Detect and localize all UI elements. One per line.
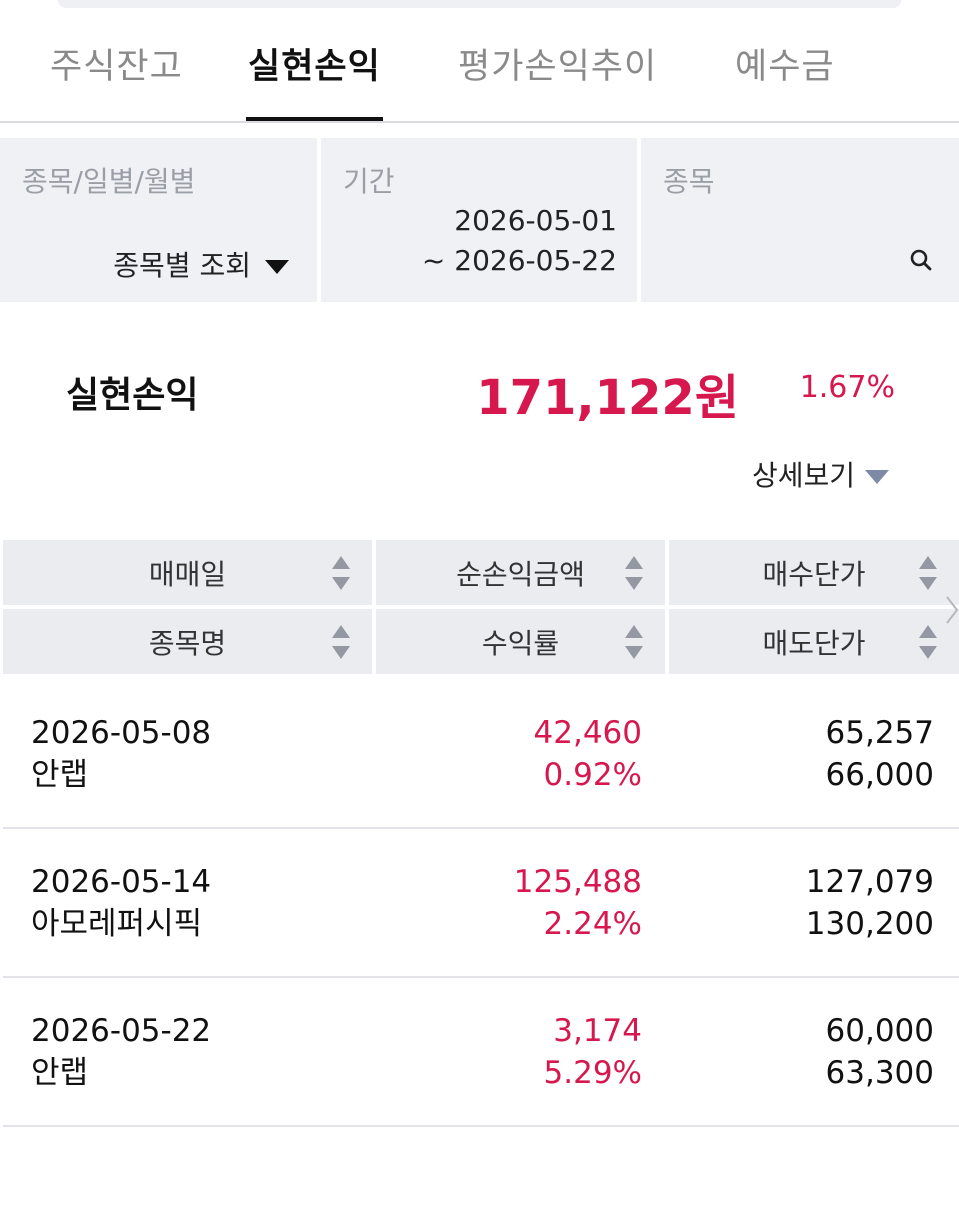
summary-amount: 171,122원 bbox=[476, 370, 739, 426]
header-label: 종목명 bbox=[148, 626, 227, 660]
active-tab-indicator bbox=[246, 117, 383, 123]
buy-price: 127,079 bbox=[805, 864, 934, 900]
stock-filter[interactable]: 종목 bbox=[641, 138, 959, 302]
detail-toggle-button[interactable]: 상세보기 bbox=[752, 454, 889, 494]
chevron-right-icon[interactable] bbox=[945, 595, 959, 625]
sort-icon bbox=[919, 556, 937, 590]
table-row[interactable]: 2026-05-14 아모레퍼시픽 125,488 2.24% 127,079 … bbox=[3, 828, 959, 978]
tabs-divider bbox=[0, 121, 959, 123]
stock-name: 아모레퍼시픽 bbox=[31, 906, 203, 942]
tab-deposit[interactable]: 예수금 bbox=[735, 47, 835, 87]
header-label: 수익률 bbox=[481, 626, 560, 660]
caret-down-icon bbox=[265, 260, 289, 274]
sort-header-trade-date[interactable]: 매매일 bbox=[3, 540, 372, 605]
caret-down-icon bbox=[865, 470, 889, 484]
summary-rate: 1.67% bbox=[799, 370, 895, 405]
view-type-label: 종목/일별/월별 bbox=[22, 165, 196, 198]
sort-header-net-profit[interactable]: 순손익금액 bbox=[376, 540, 665, 605]
sort-header-return-rate[interactable]: 수익률 bbox=[376, 609, 665, 674]
return-rate: 0.92% bbox=[543, 757, 642, 793]
summary-label: 실현손익 bbox=[66, 375, 199, 416]
buy-price: 65,257 bbox=[825, 715, 934, 751]
view-type-select[interactable]: 종목별 조회 bbox=[113, 244, 289, 284]
period-label: 기간 bbox=[343, 165, 395, 198]
header-label: 매수단가 bbox=[762, 557, 866, 591]
filter-bar: 종목/일별/월별 종목별 조회 기간 2026-05-01 ~ 2026-05-… bbox=[0, 138, 959, 302]
stock-label: 종목 bbox=[663, 165, 715, 198]
net-profit: 42,460 bbox=[533, 715, 642, 751]
detail-toggle-label: 상세보기 bbox=[751, 459, 855, 492]
header-label: 매매일 bbox=[148, 557, 227, 591]
search-icon[interactable] bbox=[909, 248, 933, 272]
view-type-value: 종목별 조회 bbox=[113, 249, 251, 282]
stock-name: 안랩 bbox=[31, 757, 89, 793]
header-label: 매도단가 bbox=[762, 626, 866, 660]
top-search-bar-edge bbox=[58, 0, 901, 8]
table-header: 매매일 순손익금액 매수단가 종목명 수익률 매도단가 bbox=[3, 540, 959, 677]
period-end: ~ 2026-05-22 bbox=[421, 244, 617, 277]
sell-price: 130,200 bbox=[805, 906, 934, 942]
period-filter[interactable]: 기간 2026-05-01 ~ 2026-05-22 bbox=[321, 138, 637, 302]
tab-bar: 주식잔고 실현손익 평가손익추이 예수금 bbox=[0, 0, 959, 124]
sort-header-buy-price[interactable]: 매수단가 bbox=[669, 540, 959, 605]
sell-price: 66,000 bbox=[825, 757, 934, 793]
sort-icon bbox=[625, 625, 643, 659]
return-rate: 5.29% bbox=[543, 1055, 642, 1091]
tab-valuation-trend[interactable]: 평가손익추이 bbox=[458, 47, 658, 87]
table-row[interactable]: 2026-05-22 안랩 3,174 5.29% 60,000 63,300 bbox=[3, 977, 959, 1127]
sort-header-sell-price[interactable]: 매도단가 bbox=[669, 609, 959, 674]
period-start: 2026-05-01 bbox=[454, 204, 617, 237]
net-profit: 125,488 bbox=[513, 864, 642, 900]
stock-name: 안랩 bbox=[31, 1055, 89, 1091]
return-rate: 2.24% bbox=[543, 906, 642, 942]
tab-stock-balance[interactable]: 주식잔고 bbox=[50, 47, 183, 87]
trade-date: 2026-05-22 bbox=[31, 1013, 212, 1049]
sort-icon bbox=[625, 556, 643, 590]
trade-date: 2026-05-14 bbox=[31, 864, 212, 900]
sort-header-stock-name[interactable]: 종목명 bbox=[3, 609, 372, 674]
sort-icon bbox=[919, 625, 937, 659]
sort-icon bbox=[332, 556, 350, 590]
net-profit: 3,174 bbox=[553, 1013, 642, 1049]
buy-price: 60,000 bbox=[825, 1013, 934, 1049]
table-row[interactable]: 2026-05-08 안랩 42,460 0.92% 65,257 66,000 bbox=[3, 679, 959, 829]
sell-price: 63,300 bbox=[825, 1055, 934, 1091]
view-type-filter[interactable]: 종목/일별/월별 종목별 조회 bbox=[0, 138, 317, 302]
header-label: 순손익금액 bbox=[456, 557, 585, 591]
sort-icon bbox=[332, 625, 350, 659]
tab-realized-profit[interactable]: 실현손익 bbox=[248, 47, 381, 87]
trade-date: 2026-05-08 bbox=[31, 715, 212, 751]
